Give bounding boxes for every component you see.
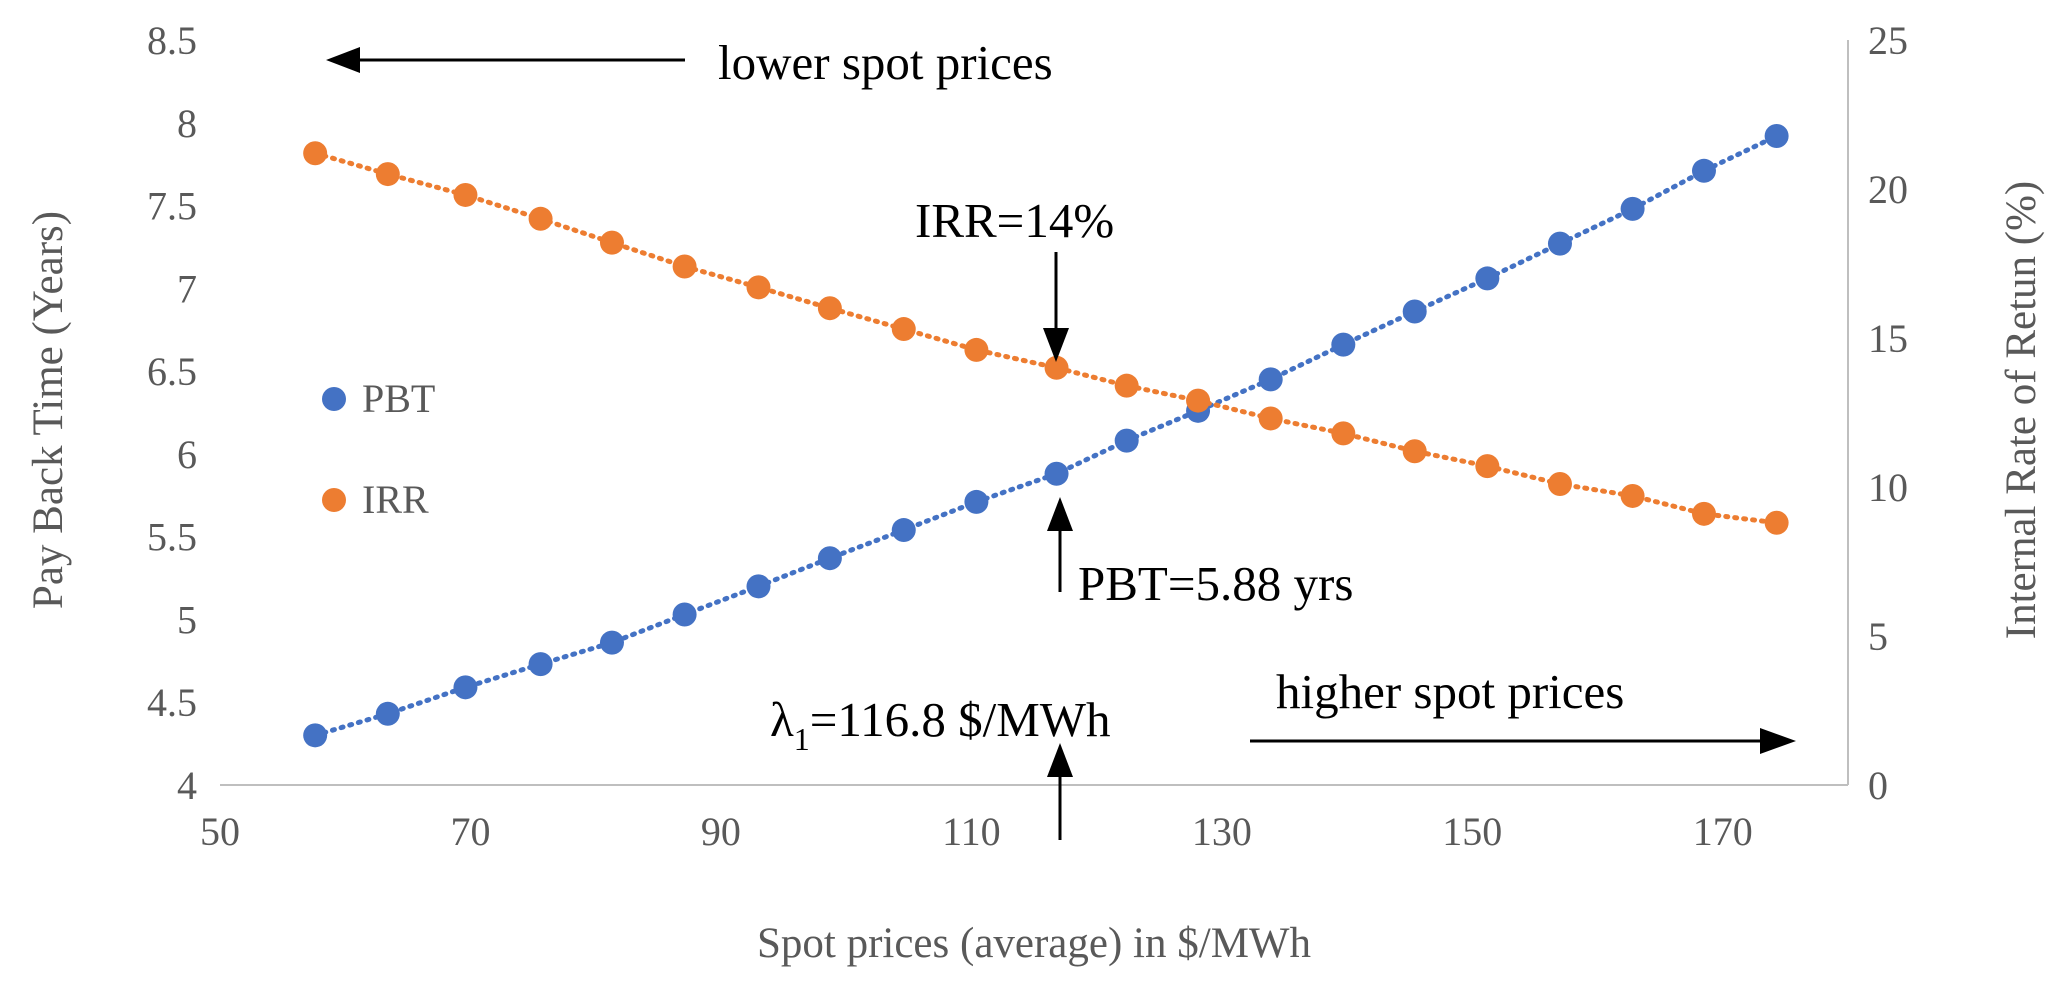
point-pbt [1258, 367, 1283, 392]
x-tick-label: 70 [450, 809, 490, 854]
lower-prices-label: lower spot prices [718, 35, 1053, 90]
point-irr [453, 182, 478, 207]
legend-label-irr: IRR [362, 477, 429, 522]
legend-marker-irr [322, 488, 346, 512]
point-pbt [1331, 332, 1356, 357]
point-irr [1186, 388, 1211, 413]
x-tick-label: 170 [1693, 809, 1753, 854]
x-tick-labels: 50 70 90 110 130 150 170 [200, 809, 1753, 854]
y-left-tick-label: 5.5 [147, 515, 197, 560]
lambda-value: =116.8 $/MWh [810, 692, 1111, 747]
y-left-tick-label: 8.5 [147, 18, 197, 63]
y-right-tick-label: 15 [1868, 316, 1908, 361]
y-left-tick-label: 4 [177, 763, 197, 808]
higher-prices-label: higher spot prices [1276, 664, 1624, 719]
legend-label-pbt: PBT [362, 376, 435, 421]
point-irr [746, 275, 771, 300]
point-pbt [1691, 158, 1716, 183]
point-pbt [1044, 461, 1069, 486]
y-right-axis-title: Internal Rate of Retun (%) [1998, 181, 2045, 640]
y-left-tick-label: 7 [177, 266, 197, 311]
pbt-arrowhead [1047, 497, 1073, 531]
y-left-tick-label: 5 [177, 597, 197, 642]
point-irr [891, 317, 916, 342]
y-left-tick-label: 6.5 [147, 349, 197, 394]
x-tick-label: 130 [1192, 809, 1252, 854]
point-pbt [1114, 428, 1139, 453]
point-pbt [964, 489, 989, 514]
y-right-tick-labels: 0 5 10 15 20 25 [1868, 18, 1908, 808]
axes [220, 40, 1849, 786]
irr-arrowhead [1043, 328, 1069, 362]
point-irr [528, 206, 553, 231]
legend-marker-pbt [322, 387, 346, 411]
point-pbt [1764, 124, 1789, 149]
point-irr [1402, 439, 1427, 464]
y-right-tick-label: 5 [1868, 614, 1888, 659]
higher-prices-arrowhead [1760, 728, 1796, 754]
lambda-label: λ1=116.8 $/MWh [770, 692, 1111, 757]
lambda-symbol: λ [770, 692, 794, 747]
y-right-tick-label: 25 [1868, 18, 1908, 63]
point-irr [1691, 501, 1716, 526]
point-irr [1114, 373, 1139, 398]
point-irr [599, 230, 624, 255]
point-irr [303, 141, 328, 166]
annotations: lower spot prices IRR=14% PBT=5.88 yrs λ… [326, 35, 1796, 840]
lambda-arrowhead [1047, 743, 1073, 777]
x-tick-label: 150 [1442, 809, 1502, 854]
y-left-tick-label: 8 [177, 101, 197, 146]
data-points [303, 124, 1789, 748]
lower-prices-arrowhead [326, 47, 360, 73]
irr-annotation-label: IRR=14% [915, 193, 1114, 248]
point-irr [964, 337, 989, 362]
y-left-tick-label: 7.5 [147, 184, 197, 229]
x-tick-label: 90 [701, 809, 741, 854]
y-right-tick-label: 10 [1868, 465, 1908, 510]
y-left-tick-label: 4.5 [147, 680, 197, 725]
point-irr [1475, 454, 1500, 479]
pbt-annotation-label: PBT=5.88 yrs [1078, 556, 1353, 611]
point-irr [1258, 406, 1283, 431]
x-axis-title: Spot prices (average) in $/MWh [757, 920, 1311, 967]
point-pbt [599, 630, 624, 655]
point-irr [1331, 421, 1356, 446]
x-tick-label: 110 [942, 809, 1001, 854]
point-irr [817, 296, 842, 321]
lambda-subscript: 1 [794, 721, 810, 757]
point-pbt [1475, 266, 1500, 291]
legend: PBT IRR [322, 376, 435, 522]
y-left-axis-title: Pay Back Time (Years) [25, 211, 72, 609]
point-pbt [528, 652, 553, 677]
x-tick-label: 50 [200, 809, 240, 854]
point-pbt [453, 675, 478, 700]
y-left-tick-labels: 4 4.5 5 5.5 6 6.5 7 7.5 8 8.5 [147, 18, 197, 808]
point-pbt [672, 602, 697, 627]
point-pbt [891, 518, 916, 543]
point-pbt [375, 701, 400, 726]
y-right-tick-label: 0 [1868, 763, 1888, 808]
y-left-tick-label: 6 [177, 432, 197, 477]
point-irr [1547, 472, 1572, 497]
point-irr [1764, 510, 1789, 535]
point-pbt [1620, 196, 1645, 221]
y-right-tick-label: 20 [1868, 167, 1908, 212]
point-pbt [1547, 231, 1572, 256]
point-pbt [1402, 299, 1427, 324]
point-irr [1044, 355, 1069, 380]
point-irr [1620, 483, 1645, 508]
point-irr [375, 162, 400, 187]
point-pbt [303, 723, 328, 748]
point-pbt [746, 574, 771, 599]
point-irr [672, 254, 697, 279]
point-pbt [817, 546, 842, 571]
